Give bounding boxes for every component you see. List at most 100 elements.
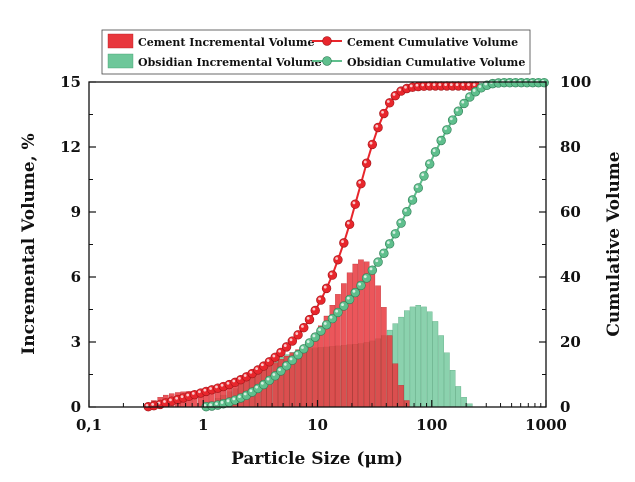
point-highlight [226, 399, 230, 403]
point-highlight [461, 83, 465, 86]
point-highlight [283, 344, 287, 347]
point-highlight [243, 392, 247, 396]
y-right-tick-label: 100 [560, 73, 591, 91]
point-highlight [449, 83, 453, 86]
point-highlight [318, 297, 321, 301]
point-highlight [352, 201, 356, 205]
point-highlight [415, 185, 419, 189]
y-right-tick-label: 20 [560, 333, 581, 351]
obsidian-bar [409, 306, 416, 408]
point-highlight [175, 396, 179, 400]
point-highlight [306, 316, 310, 320]
point-highlight [375, 124, 379, 128]
point-highlight [145, 403, 149, 407]
point-highlight [203, 403, 207, 407]
x-axis: 0,1 1 10 100 1000 [76, 400, 567, 434]
legend-label: Cement Cumulative Volume [347, 36, 518, 49]
point-highlight [386, 100, 390, 103]
point-highlight [444, 127, 447, 130]
point-highlight [329, 272, 333, 276]
point-highlight [415, 83, 419, 87]
x-tick-label: 0,1 [76, 416, 102, 434]
point-highlight [472, 89, 476, 92]
obsidian-cumulative-point [453, 106, 464, 116]
y-left-tick-label: 0 [71, 398, 81, 416]
point-highlight [301, 346, 304, 349]
obsidian-cumulative-point [402, 206, 412, 217]
point-highlight [444, 83, 447, 86]
cement-bar [375, 285, 381, 408]
cement-cumulative-point [350, 199, 360, 209]
point-highlight [272, 373, 276, 376]
point-highlight [278, 349, 281, 353]
point-highlight [363, 160, 367, 164]
legend-label: Obsidian Incremental Volume [138, 56, 322, 69]
point-highlight [404, 85, 407, 89]
obsidian-cumulative-point [430, 147, 441, 157]
cement-cumulative-point [293, 330, 303, 340]
point-highlight [318, 328, 321, 332]
point-highlight [169, 398, 172, 402]
point-highlight [180, 395, 184, 398]
point-highlight [260, 363, 264, 367]
point-highlight [220, 401, 224, 404]
point-highlight [392, 231, 396, 234]
obsidian-cumulative-point [373, 257, 383, 267]
obsidian-cumulative-point [419, 171, 429, 181]
x-tick-label: 1 [198, 416, 208, 434]
point-highlight [255, 385, 259, 389]
point-highlight [427, 161, 430, 165]
point-highlight [249, 370, 253, 374]
cement-cumulative-point [384, 98, 395, 108]
point-highlight [455, 83, 459, 86]
point-highlight [295, 332, 299, 335]
point-highlight [278, 368, 281, 372]
obsidian-cumulative-point [379, 248, 389, 258]
obsidian-cumulative-point [356, 280, 366, 291]
x-tick-label: 10 [307, 416, 328, 434]
cement-cumulative-point [310, 305, 320, 316]
obsidian-cumulative-point [390, 229, 401, 239]
point-highlight [238, 395, 241, 398]
cement-bar [386, 335, 393, 408]
point-highlight [346, 296, 350, 300]
point-highlight [226, 381, 230, 385]
point-highlight [484, 82, 488, 86]
point-highlight [438, 83, 442, 86]
point-highlight [238, 377, 241, 380]
point-highlight [467, 94, 470, 98]
cement-bar [392, 363, 399, 408]
point-highlight [215, 402, 218, 406]
point-highlight [220, 383, 224, 387]
obsidian-cumulative-point [367, 265, 378, 275]
legend: Cement Incremental Volume Cement Cumulati… [101, 29, 531, 75]
point-highlight [346, 221, 350, 225]
y-left-tick-label: 12 [60, 138, 81, 156]
point-highlight [301, 325, 304, 328]
point-highlight [363, 275, 367, 279]
point-highlight [329, 315, 333, 319]
x-tick-label: 1000 [525, 416, 567, 434]
point-highlight [335, 257, 339, 260]
obsidian-bar [455, 386, 462, 408]
point-highlight [381, 110, 384, 114]
point-highlight [295, 351, 299, 355]
point-highlight [358, 181, 362, 184]
point-highlight [472, 83, 476, 86]
obsidian-cumulative-point [436, 135, 446, 146]
cement-bar-swatch [107, 33, 134, 49]
obsidian-cumulative-point [361, 273, 372, 283]
point-highlight [392, 92, 396, 96]
y-left-axis-title: Incremental Volume, % [19, 133, 39, 354]
point-highlight [283, 363, 287, 366]
cement-cumulative-point [299, 323, 309, 333]
point-highlight [409, 84, 413, 88]
point-highlight [209, 403, 212, 407]
y-right-tick-label: 60 [560, 203, 581, 221]
y-right-axis-title: Cumulative Volume [604, 151, 624, 336]
point-highlight [255, 367, 259, 371]
point-highlight [289, 338, 293, 342]
point-highlight [404, 208, 407, 212]
point-highlight [449, 117, 453, 121]
